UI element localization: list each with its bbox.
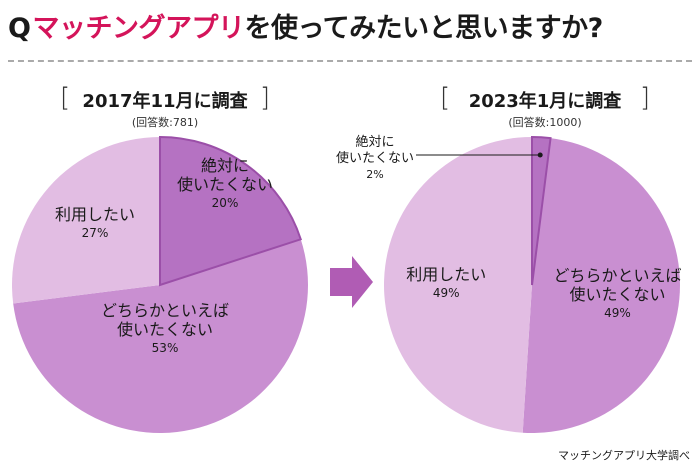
pie-slice (13, 239, 308, 433)
slice-label-text: 使いたくない (117, 320, 214, 340)
slice-label-text: 使いたくない (177, 175, 274, 195)
dashed-divider (8, 60, 692, 62)
right-chart-header: [ 2023年1月に調査 (回答数:1000) ] (440, 83, 650, 130)
headline-accent: マッチングアプリ (32, 13, 245, 44)
slice-percent: 27% (81, 225, 109, 240)
slice-label: どちらかといえば 使いたくない 49% (553, 266, 681, 320)
callout-leader (416, 152, 543, 158)
slice-label-text: 絶対に (355, 135, 395, 150)
slice-label-text: 絶対に (201, 156, 250, 175)
left-bracket: [ (60, 83, 71, 113)
slice-label: 絶対に 使いたくない 20% (177, 156, 273, 210)
slice-percent: 2% (366, 168, 384, 182)
pie-slice (11, 137, 160, 304)
pie-chart-2023 (383, 135, 681, 433)
left-bracket: [ (440, 83, 451, 113)
right-chart-title: 2023年1月に調査 (468, 91, 622, 112)
right-bracket: ] (639, 83, 650, 113)
question-marker: Q (8, 13, 31, 44)
left-chart-title: 2017年11月に調査 (82, 91, 248, 112)
slice-label-text: 使いたくない (569, 285, 666, 305)
slice-percent: 49% (604, 306, 631, 321)
slice-label-text: どちらかといえば (553, 266, 682, 286)
right-arrow-icon (330, 256, 373, 308)
slice-label-text: 使いたくない (336, 150, 415, 166)
slice-label: 利用したい 27% (55, 205, 135, 240)
right-bracket: ] (259, 83, 270, 113)
pie-chart-2017 (11, 135, 308, 433)
pie-slice (159, 135, 303, 287)
left-chart-header: [ 2017年11月に調査 (回答数:781) ] (60, 83, 270, 130)
source-note: マッチングアプリ大学調べ (558, 449, 690, 462)
pie-slice (531, 135, 552, 286)
slice-label: 利用したい 49% (406, 265, 486, 300)
slice-percent: 49% (432, 285, 460, 300)
slice-label-text: 利用したい (406, 264, 487, 284)
right-chart-subtitle: (回答数:1000) (508, 116, 582, 129)
slice-percent: 53% (151, 341, 179, 356)
slice-label: どちらかといえば 使いたくない 53% (101, 301, 229, 355)
left-chart-subtitle: (回答数:781) (131, 116, 199, 129)
page-title: Qマッチングアプリを使ってみたいと思いますか? (8, 6, 698, 50)
headline-rest: を使ってみたいと思いますか? (244, 13, 603, 44)
slice-percent: 20% (211, 196, 239, 211)
slice-label: 絶対に 使いたくない 2% (336, 135, 414, 181)
slice-label-text: どちらかといえば (101, 301, 230, 320)
pie-slice (383, 137, 532, 433)
pie-slice (522, 138, 681, 433)
slice-label-text: 利用したい (55, 204, 136, 224)
callout-dot (537, 152, 543, 158)
